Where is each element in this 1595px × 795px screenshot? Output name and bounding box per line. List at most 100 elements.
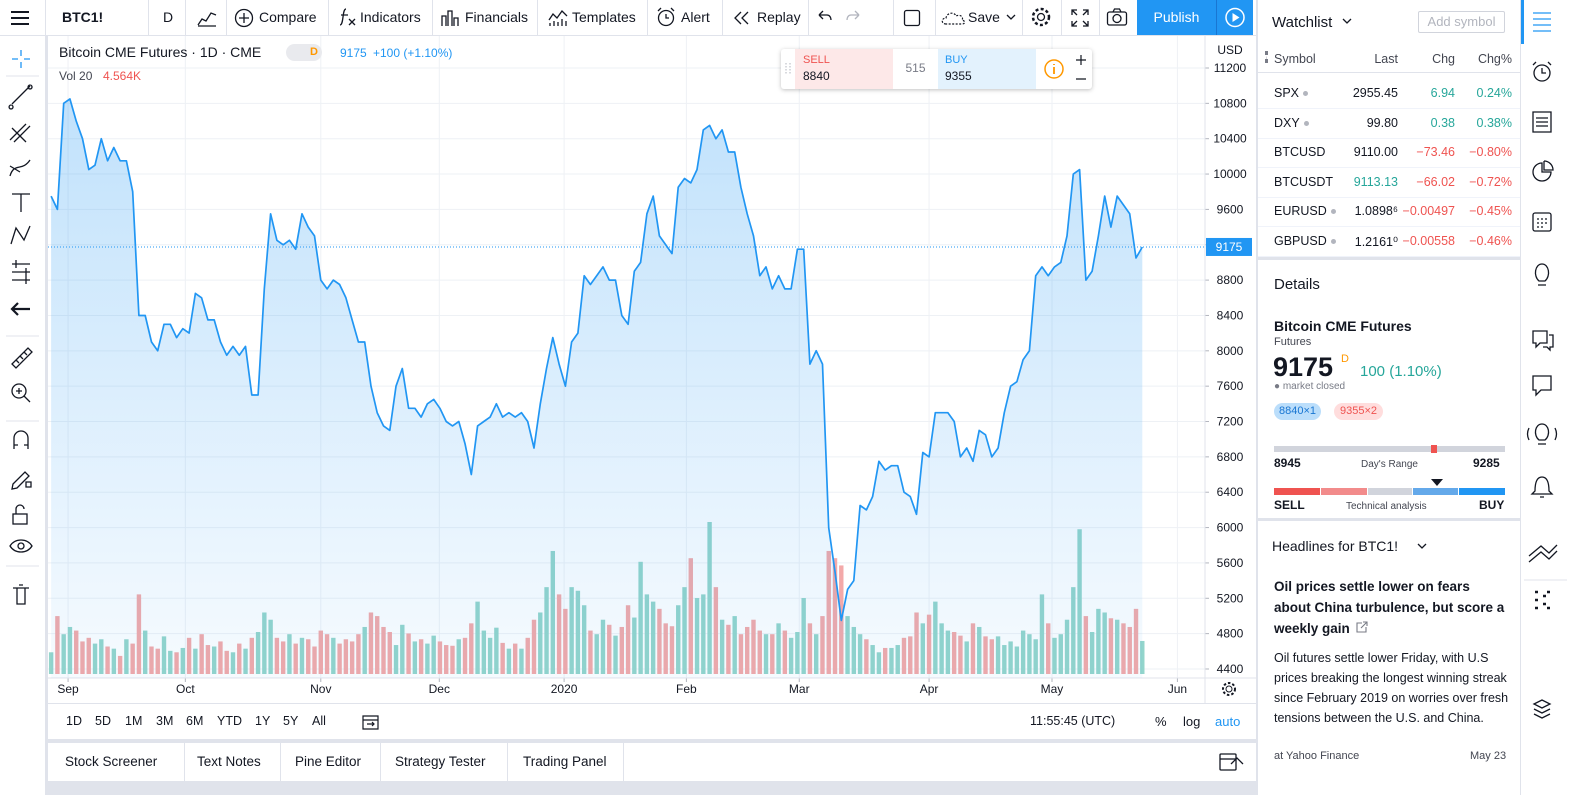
status-text: market closed: [1282, 381, 1346, 392]
replay-icon[interactable]: [733, 10, 751, 26]
publish-button[interactable]: Publish: [1137, 0, 1216, 35]
layout-icon[interactable]: [903, 9, 921, 27]
headlines-title[interactable]: Headlines for BTC1!: [1272, 538, 1399, 554]
drag-handle[interactable]: [785, 62, 791, 76]
right-icons[interactable]: [1521, 0, 1595, 795]
auto-toggle[interactable]: auto: [1215, 714, 1241, 729]
row-divider: [1258, 196, 1520, 198]
headlines-caret[interactable]: [1417, 543, 1427, 551]
symbol[interactable]: BTC1!: [62, 9, 104, 25]
save-caret[interactable]: [1006, 14, 1016, 22]
row-symbol[interactable]: SPX: [1274, 86, 1300, 100]
row-symbol[interactable]: BTCUSDT: [1274, 174, 1334, 189]
status-dot: [1303, 91, 1308, 96]
row-symbol[interactable]: BTCUSD: [1274, 145, 1326, 160]
tab-separator: [184, 743, 185, 781]
bottom-tabs: Stock Screener Text Notes Pine Editor Strat…: [48, 743, 1256, 781]
range-low: 8945: [1274, 456, 1301, 470]
ta-label: Technical analysis: [1346, 501, 1427, 512]
details-kind: Futures: [1274, 336, 1312, 348]
row-chg: −66.02: [1416, 174, 1455, 189]
date-range-icon[interactable]: [361, 713, 381, 731]
alert-icon[interactable]: [655, 6, 677, 28]
currency: USD: [1217, 43, 1243, 57]
range-button[interactable]: 3M: [156, 714, 174, 728]
y-tick-label: 10800: [1213, 96, 1247, 110]
panel-controls[interactable]: [1168, 743, 1248, 781]
bottom-tab[interactable]: Text Notes: [197, 754, 261, 769]
interval[interactable]: D: [163, 9, 174, 25]
range-button[interactable]: 6M: [186, 714, 204, 728]
info-icon[interactable]: [1043, 58, 1065, 80]
range-button[interactable]: All: [312, 714, 326, 728]
column-header: Last: [1374, 52, 1398, 66]
y-tick-label: 4800: [1217, 627, 1244, 641]
replay[interactable]: Replay: [757, 9, 801, 25]
percent-toggle[interactable]: %: [1155, 714, 1167, 729]
range-button[interactable]: 5Y: [283, 714, 299, 728]
bottom-tab[interactable]: Strategy Tester: [395, 754, 486, 769]
header-quote: 9175: [340, 46, 367, 60]
drawing-tools[interactable]: [0, 36, 45, 636]
external-link-icon: [1356, 621, 1368, 633]
financials[interactable]: Financials: [465, 9, 529, 25]
range-button[interactable]: 1D: [66, 714, 82, 728]
sell-button[interactable]: [795, 49, 893, 89]
trade-widget: SELL 8840 515 BUY 9355: [781, 49, 1092, 89]
range-button[interactable]: YTD: [217, 714, 242, 728]
compare[interactable]: Compare: [259, 9, 317, 25]
badge-pill: [286, 44, 322, 61]
left-toolbar: [0, 36, 45, 795]
row-chg: 0.38: [1430, 115, 1455, 130]
x-tick-label: Mar: [789, 682, 810, 696]
x-tick-label: May: [1041, 682, 1064, 696]
bottom-tab[interactable]: Stock Screener: [65, 754, 158, 769]
bottom-tab[interactable]: Pine Editor: [295, 754, 362, 769]
financials-icon[interactable]: [440, 8, 460, 28]
price-line: [50, 98, 1144, 622]
y-tick-label: 8400: [1217, 308, 1244, 322]
headlines-panel: [1258, 521, 1520, 795]
range-label: Day's Range: [1361, 459, 1418, 470]
row-divider: [1258, 167, 1520, 169]
row-divider: [1258, 137, 1520, 139]
snapshot-icon[interactable]: [1106, 7, 1128, 27]
log-toggle[interactable]: log: [1183, 714, 1201, 729]
watchlist-caret[interactable]: [1342, 18, 1352, 26]
undo-redo-icons[interactable]: [816, 9, 862, 27]
range-button[interactable]: 1M: [125, 714, 143, 728]
range-button[interactable]: 5D: [95, 714, 111, 728]
settings-icon[interactable]: [1030, 6, 1052, 28]
publish-menu[interactable]: [1216, 0, 1253, 35]
indicators-icon[interactable]: [336, 6, 358, 28]
chart-style-icon[interactable]: [196, 8, 218, 28]
x-tick-label: Nov: [310, 682, 331, 696]
watchlist-title[interactable]: Watchlist: [1272, 14, 1333, 31]
bottom-tab[interactable]: Trading Panel: [523, 754, 607, 769]
save[interactable]: Save: [968, 9, 1000, 25]
fullscreen-icon[interactable]: [1070, 8, 1090, 28]
cloud-icon[interactable]: [940, 9, 968, 27]
details-badge: D: [1341, 353, 1349, 365]
alert[interactable]: Alert: [681, 9, 710, 25]
compare-icon[interactable]: [233, 7, 255, 29]
row-chg: −73.46: [1416, 145, 1455, 160]
row-symbol[interactable]: GBPUSD: [1274, 234, 1327, 248]
indicators[interactable]: Indicators: [360, 9, 421, 25]
details-bars: [1274, 445, 1505, 495]
menu-icon[interactable]: [9, 8, 31, 28]
zoom-icons[interactable]: [1074, 52, 1088, 86]
details-panel: [1258, 260, 1520, 518]
header-divider: [1258, 72, 1520, 73]
headline-text[interactable]: Oil prices settle lower on fears about C…: [1274, 579, 1505, 636]
add-symbol[interactable]: Add symbol: [1418, 11, 1505, 33]
templates[interactable]: Templates: [572, 9, 636, 25]
buy-button[interactable]: [938, 49, 1036, 89]
top-toolbar: [0, 0, 1256, 35]
row-symbol[interactable]: EURUSD: [1274, 204, 1327, 219]
row-symbol[interactable]: DXY: [1274, 115, 1300, 130]
range-button[interactable]: 1Y: [255, 714, 271, 728]
templates-icon[interactable]: [547, 8, 569, 28]
headline[interactable]: Oil prices settle lower on fears about C…: [1274, 576, 1510, 639]
x-tick-label: Apr: [920, 682, 939, 696]
